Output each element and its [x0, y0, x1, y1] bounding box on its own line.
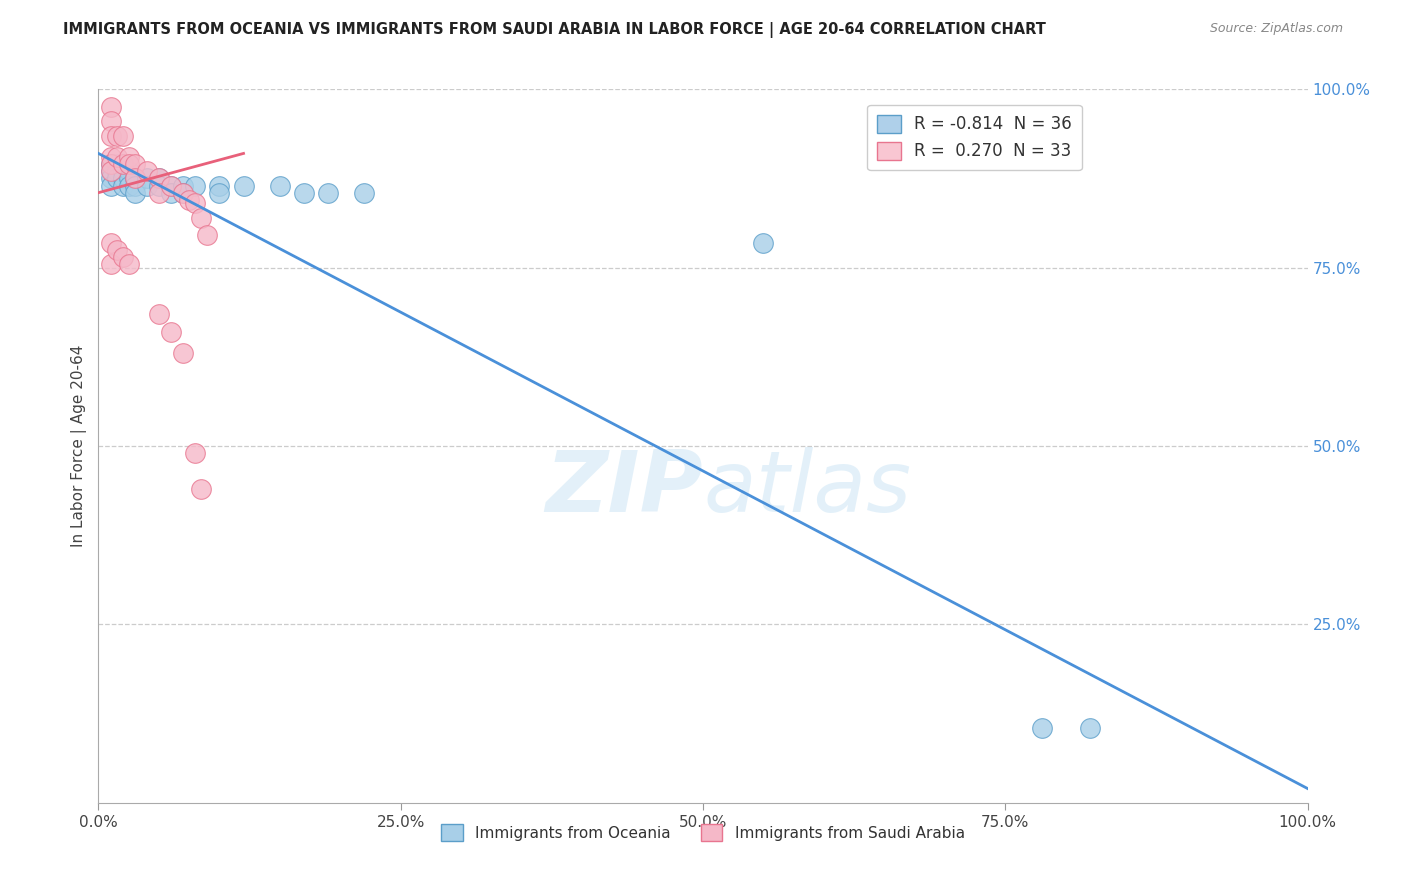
Point: [160, 178, 183, 193]
Point: [118, 157, 141, 171]
Legend: Immigrants from Oceania, Immigrants from Saudi Arabia: Immigrants from Oceania, Immigrants from…: [433, 817, 973, 848]
Point: [100, 164, 122, 178]
Point: [172, 178, 194, 193]
Point: [195, 228, 218, 243]
Point: [118, 171, 141, 186]
Point: [148, 171, 170, 186]
Point: [184, 446, 207, 460]
Text: IMMIGRANTS FROM OCEANIA VS IMMIGRANTS FROM SAUDI ARABIA IN LABOR FORCE | AGE 20-: IMMIGRANTS FROM OCEANIA VS IMMIGRANTS FR…: [63, 22, 1046, 38]
Point: [100, 128, 122, 143]
Point: [111, 171, 134, 186]
Point: [148, 178, 170, 193]
Point: [160, 325, 183, 339]
Point: [118, 164, 141, 178]
Point: [100, 164, 122, 178]
Point: [111, 128, 134, 143]
Point: [135, 164, 157, 178]
Point: [172, 186, 194, 200]
Point: [148, 171, 170, 186]
Point: [1031, 721, 1053, 735]
Point: [160, 178, 183, 193]
Point: [105, 157, 128, 171]
Point: [105, 128, 128, 143]
Point: [100, 178, 122, 193]
Point: [190, 482, 212, 496]
Point: [100, 171, 122, 186]
Point: [100, 114, 122, 128]
Point: [172, 346, 194, 360]
Point: [148, 307, 170, 321]
Point: [1078, 721, 1101, 735]
Point: [148, 186, 170, 200]
Text: ZIP: ZIP: [546, 447, 703, 531]
Point: [111, 164, 134, 178]
Point: [105, 164, 128, 178]
Point: [111, 157, 134, 171]
Point: [100, 235, 122, 250]
Point: [124, 186, 146, 200]
Point: [111, 157, 134, 171]
Point: [752, 235, 775, 250]
Point: [184, 196, 207, 211]
Point: [105, 150, 128, 164]
Point: [124, 171, 146, 186]
Point: [292, 186, 315, 200]
Point: [111, 178, 134, 193]
Point: [184, 178, 207, 193]
Point: [118, 178, 141, 193]
Point: [105, 171, 128, 186]
Point: [100, 257, 122, 271]
Point: [160, 186, 183, 200]
Point: [124, 171, 146, 186]
Point: [124, 157, 146, 171]
Point: [100, 150, 122, 164]
Point: [100, 100, 122, 114]
Point: [232, 178, 254, 193]
Point: [353, 186, 375, 200]
Point: [118, 150, 141, 164]
Point: [269, 178, 291, 193]
Point: [135, 178, 157, 193]
Point: [316, 186, 339, 200]
Text: Source: ZipAtlas.com: Source: ZipAtlas.com: [1209, 22, 1343, 36]
Point: [172, 186, 194, 200]
Point: [135, 171, 157, 186]
Point: [105, 243, 128, 257]
Y-axis label: In Labor Force | Age 20-64: In Labor Force | Age 20-64: [72, 345, 87, 547]
Point: [100, 157, 122, 171]
Point: [100, 157, 122, 171]
Point: [124, 178, 146, 193]
Point: [190, 211, 212, 225]
Point: [179, 193, 201, 207]
Point: [111, 250, 134, 264]
Point: [118, 257, 141, 271]
Text: atlas: atlas: [703, 447, 911, 531]
Point: [208, 178, 231, 193]
Point: [208, 186, 231, 200]
